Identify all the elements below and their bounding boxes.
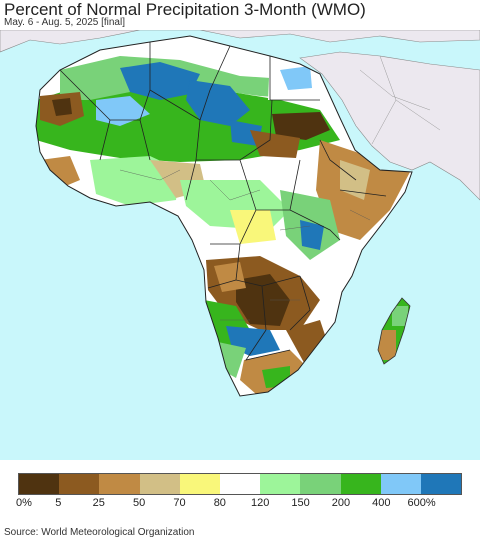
legend-label: 70 <box>173 497 186 509</box>
legend-label: 200 <box>331 497 351 509</box>
legend-swatch <box>260 474 301 494</box>
precipitation-legend-labels: 0% 5 25 50 70 80 120 150 200 400 600% <box>0 497 480 511</box>
legend-swatch <box>340 474 381 494</box>
legend-swatch <box>99 474 140 494</box>
map-subtitle: May. 6 - Aug. 5, 2025 [final] <box>4 17 125 28</box>
legend-swatch <box>139 474 180 494</box>
legend-swatch <box>59 474 100 494</box>
legend-swatch <box>179 474 220 494</box>
source-note: Source: World Meteorological Organizatio… <box>4 527 195 538</box>
legend-label: 400 <box>372 497 391 509</box>
legend-swatch <box>420 474 462 494</box>
legend-label: 25 <box>92 497 105 509</box>
legend-label: 600% <box>407 497 436 509</box>
precipitation-legend-bar <box>18 473 462 495</box>
legend-label: 120 <box>250 497 270 509</box>
admin-borders <box>119 169 371 321</box>
legend-swatch <box>380 474 421 494</box>
legend-swatch <box>300 474 341 494</box>
arabia-land <box>299 51 480 201</box>
legend-label: 0% <box>16 497 32 509</box>
legend-label: 5 <box>55 497 62 509</box>
legend-label: 80 <box>213 497 226 509</box>
legend-label: 150 <box>291 497 310 509</box>
map-title: Percent of Normal Precipitation 3-Month … <box>4 0 366 19</box>
country-borders <box>59 42 387 361</box>
madagascar-outline <box>377 297 411 365</box>
precipitation-map <box>0 30 480 460</box>
legend-label: 50 <box>132 497 146 509</box>
legend-swatch <box>19 474 60 494</box>
arabia-borders <box>359 55 441 145</box>
legend-swatch <box>219 474 261 494</box>
europe-land <box>0 30 480 53</box>
